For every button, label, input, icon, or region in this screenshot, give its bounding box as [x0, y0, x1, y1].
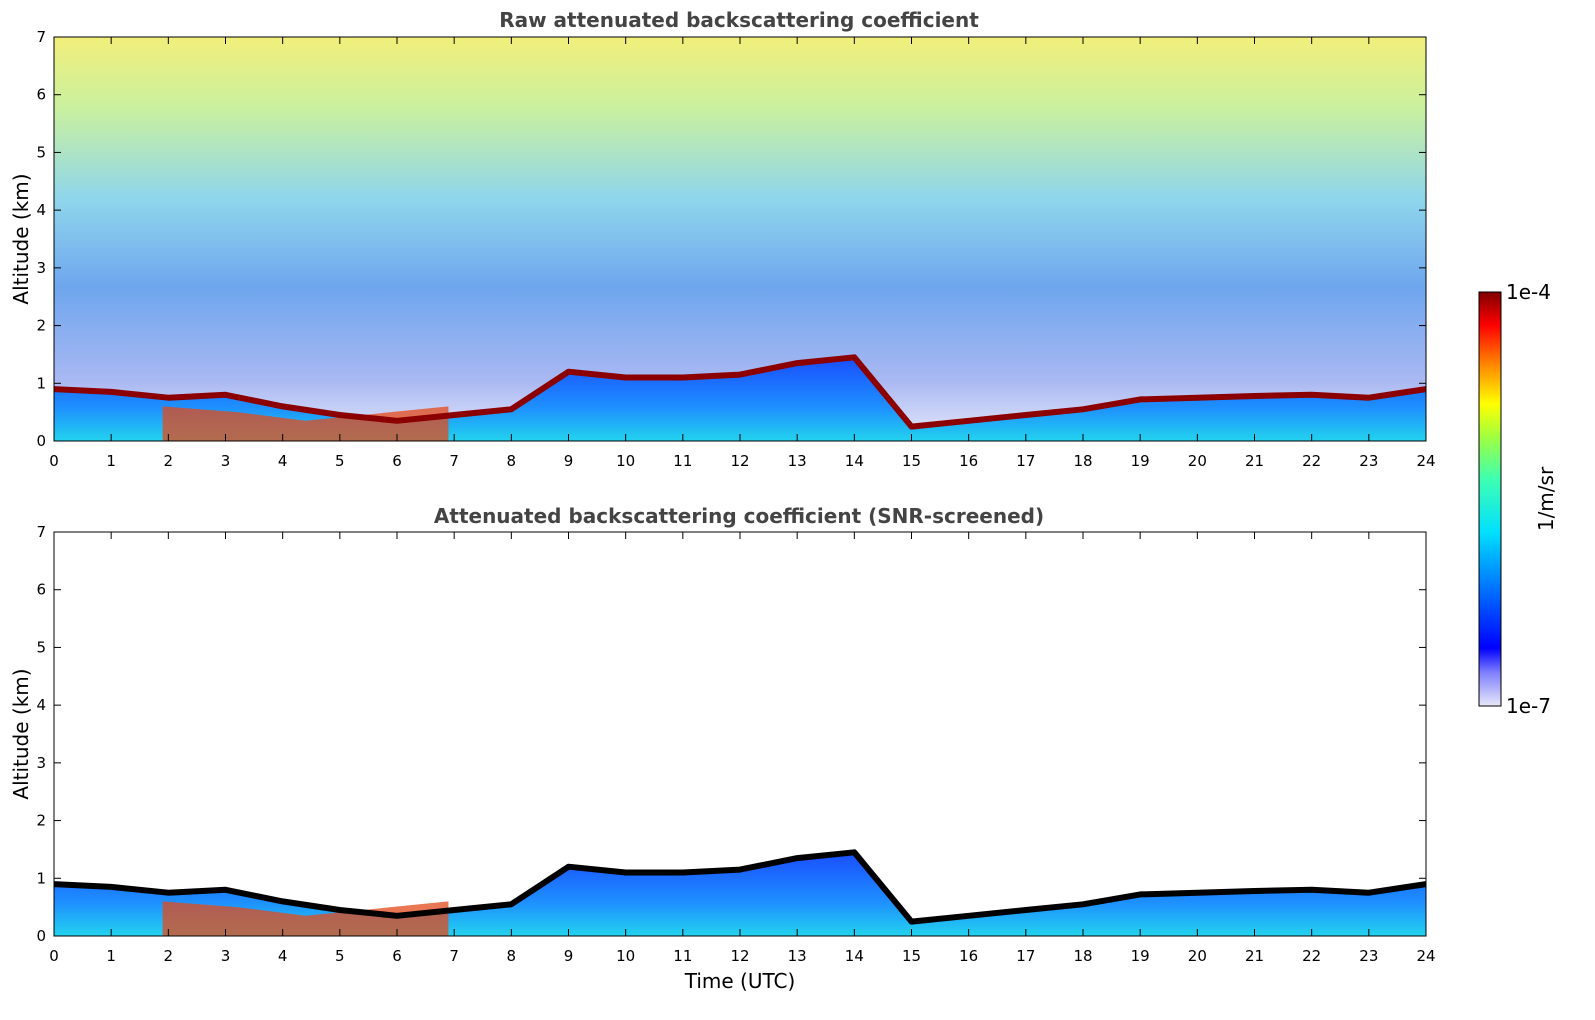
x-tick-label: 16 — [959, 452, 978, 470]
panel-screened-title: Attenuated backscattering coefficient (S… — [434, 504, 1044, 528]
y-tick-label: 6 — [36, 581, 46, 599]
panel-raw-ylabel: Altitude (km) — [9, 173, 33, 304]
x-tick-label: 9 — [564, 947, 574, 965]
x-tick-label: 12 — [730, 452, 749, 470]
panel-raw-plot — [53, 36, 1427, 442]
x-tick-label: 17 — [1016, 452, 1035, 470]
x-tick-label: 22 — [1302, 947, 1321, 965]
x-tick-label: 23 — [1359, 452, 1378, 470]
x-tick-label: 11 — [673, 947, 692, 965]
x-tick-label: 10 — [616, 452, 635, 470]
x-tick-label: 2 — [164, 452, 174, 470]
panel-screened-layer-line — [53, 849, 1427, 925]
x-tick-label: 22 — [1302, 452, 1321, 470]
panel-screened-ylabel: Altitude (km) — [9, 668, 33, 799]
colorbar-max-label: 1e-4 — [1506, 280, 1551, 304]
x-tick-label: 21 — [1245, 947, 1264, 965]
x-tick-label: 14 — [845, 947, 864, 965]
y-tick-label: 2 — [36, 317, 46, 335]
x-tick-label: 0 — [49, 452, 59, 470]
x-tick-label: 24 — [1416, 452, 1435, 470]
x-tick-label: 20 — [1188, 452, 1207, 470]
x-tick-label: 13 — [788, 947, 807, 965]
panel-screened-boundary-region — [54, 852, 1426, 936]
x-tick-label: 0 — [49, 947, 59, 965]
panel-screened-plot — [53, 531, 1427, 937]
y-tick-label: 0 — [36, 432, 46, 450]
x-tick-label: 24 — [1416, 947, 1435, 965]
x-tick-label: 1 — [106, 452, 116, 470]
y-tick-label: 1 — [36, 374, 46, 392]
x-tick-label: 18 — [1073, 947, 1092, 965]
y-tick-label: 7 — [36, 28, 46, 46]
x-tick-label: 8 — [507, 452, 517, 470]
y-tick-label: 7 — [36, 523, 46, 541]
panel-raw-ticks: 0 1 2 3 4 5 6 7 8 9 10 11 12 13 14 15 16 17 18 19 20 21 22 23 24… — [36, 28, 1435, 470]
colorbar-label: 1/m/sr — [1534, 466, 1558, 531]
panel-raw-layer-line — [53, 354, 1427, 430]
x-tick-label: 17 — [1016, 947, 1035, 965]
y-tick-label: 1 — [36, 869, 46, 887]
panel-raw-boundary-region — [54, 357, 1426, 441]
x-tick-label: 19 — [1131, 947, 1150, 965]
y-tick-label: 5 — [36, 638, 46, 656]
x-tick-label: 5 — [335, 452, 345, 470]
x-tick-label: 18 — [1073, 452, 1092, 470]
y-tick-label: 6 — [36, 86, 46, 104]
x-tick-label: 15 — [902, 947, 921, 965]
y-tick-label: 5 — [36, 143, 46, 161]
panel-screened-surface-aerosol — [162, 901, 449, 936]
panel-screened-xlabel: Time (UTC) — [684, 969, 796, 993]
x-tick-label: 7 — [449, 452, 459, 470]
y-tick-label: 3 — [36, 259, 46, 277]
panel-raw: Raw attenuated backscattering coefficien… — [9, 8, 1436, 470]
x-tick-label: 7 — [449, 947, 459, 965]
x-tick-label: 10 — [616, 947, 635, 965]
y-tick-label: 4 — [36, 201, 46, 219]
y-tick-label: 2 — [36, 812, 46, 830]
x-tick-label: 16 — [959, 947, 978, 965]
x-tick-label: 21 — [1245, 452, 1264, 470]
x-tick-label: 4 — [278, 947, 288, 965]
x-tick-label: 1 — [106, 947, 116, 965]
y-tick-label: 4 — [36, 696, 46, 714]
y-tick-label: 0 — [36, 927, 46, 945]
x-tick-label: 4 — [278, 452, 288, 470]
x-tick-label: 6 — [392, 452, 402, 470]
panel-screened-ticks: 0 1 2 3 4 5 6 7 8 9 10 11 12 13 14 15 16 17 18 19 20 21 22 23 24… — [36, 523, 1435, 965]
x-tick-label: 20 — [1188, 947, 1207, 965]
colorbar-min-label: 1e-7 — [1506, 694, 1551, 718]
y-tick-label: 3 — [36, 754, 46, 772]
x-tick-label: 23 — [1359, 947, 1378, 965]
x-tick-label: 5 — [335, 947, 345, 965]
x-tick-label: 19 — [1131, 452, 1150, 470]
panel-screened: Attenuated backscattering coefficient (S… — [9, 504, 1436, 993]
colorbar: 1e-4 1e-7 1/m/sr — [1478, 280, 1558, 718]
x-tick-label: 3 — [221, 452, 231, 470]
x-tick-label: 12 — [730, 947, 749, 965]
x-tick-label: 15 — [902, 452, 921, 470]
panel-raw-surface-aerosol — [162, 406, 449, 441]
x-tick-label: 2 — [164, 947, 174, 965]
colorbar-gradient — [1478, 291, 1502, 707]
x-tick-label: 6 — [392, 947, 402, 965]
x-tick-label: 13 — [788, 452, 807, 470]
x-tick-label: 9 — [564, 452, 574, 470]
panel-raw-title: Raw attenuated backscattering coefficien… — [499, 8, 979, 32]
x-tick-label: 11 — [673, 452, 692, 470]
x-tick-label: 3 — [221, 947, 231, 965]
x-tick-label: 14 — [845, 452, 864, 470]
x-tick-label: 8 — [507, 947, 517, 965]
